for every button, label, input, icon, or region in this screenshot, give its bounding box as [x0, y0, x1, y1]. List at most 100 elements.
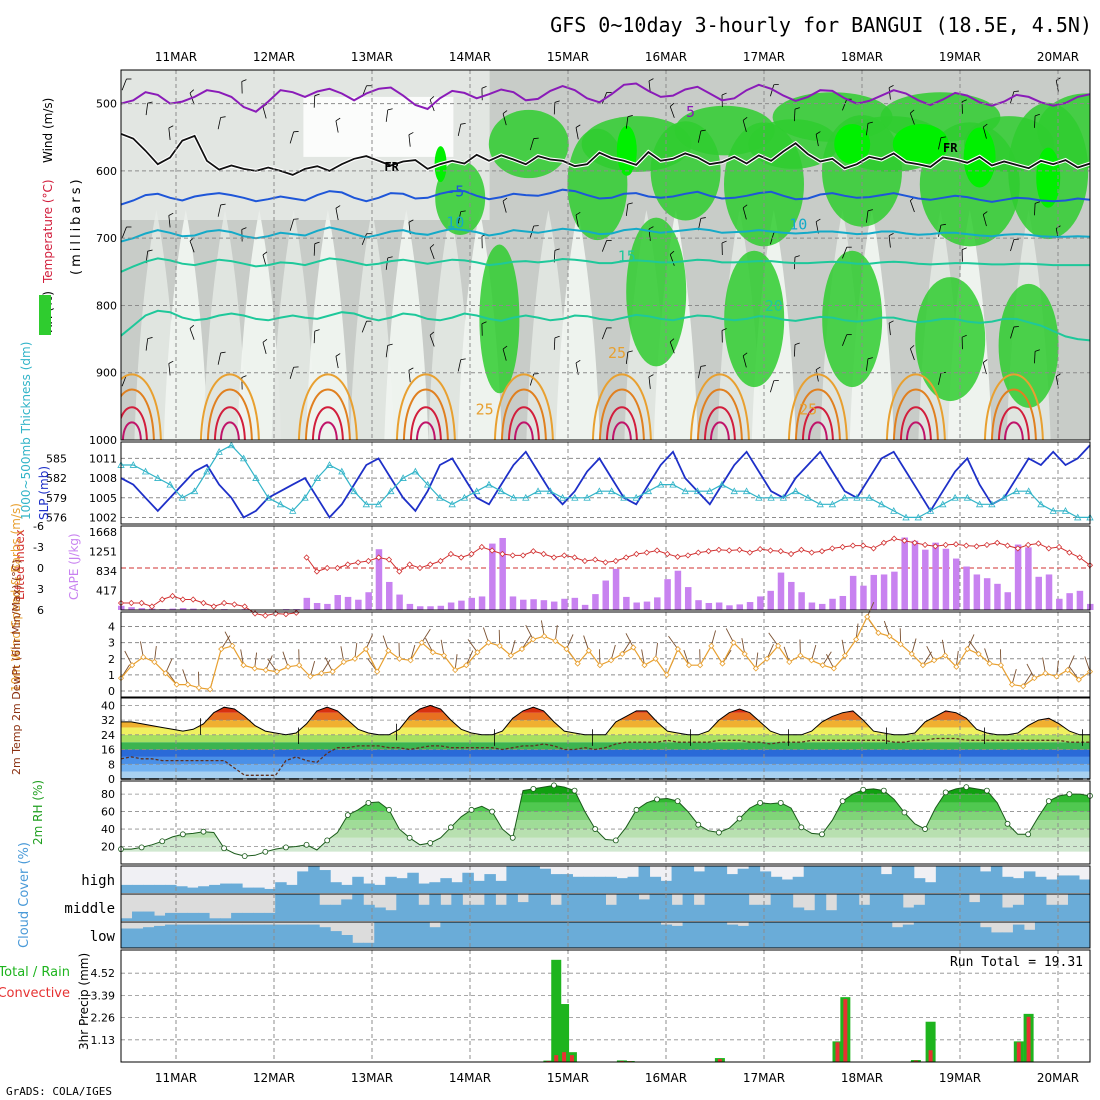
rh-marker-32 — [447, 824, 454, 831]
wind-barb-113 — [909, 348, 915, 361]
wind-barb-11-flag — [387, 108, 393, 111]
wind-marker-11 — [240, 662, 247, 669]
wind-marker-41 — [574, 660, 581, 667]
wind10-barb-60 — [783, 646, 790, 663]
ytick-p-800: 800 — [96, 299, 117, 312]
li-marker-24 — [365, 557, 372, 565]
cloud-middle-40 — [561, 894, 573, 921]
li-marker-29 — [416, 564, 424, 572]
thickness-marker-70 — [975, 500, 984, 508]
warm-contour-2-3 — [317, 421, 338, 440]
wind10-barb-27 — [421, 628, 431, 643]
wind-marker-42 — [585, 647, 592, 654]
cloud-low-53 — [704, 922, 717, 948]
thickness-marker-21 — [374, 500, 383, 508]
wind10-barb-2 — [139, 641, 144, 658]
wind10-barb-62 — [811, 644, 817, 661]
cloud-low-6 — [187, 924, 199, 948]
label-precip-conv: Convective — [0, 986, 70, 1001]
wind-barb-66-flag — [742, 204, 748, 209]
cape-bar-64 — [777, 572, 785, 610]
rh-dry-column-2 — [203, 210, 247, 440]
thickness-marker-76 — [1049, 507, 1057, 514]
date-top-1: 12MAR — [253, 50, 295, 64]
cloud-low-82 — [1023, 929, 1036, 948]
isotherm-0 — [121, 133, 1090, 176]
cloud-high-27 — [418, 883, 430, 893]
contour-label-6: 15 — [618, 248, 636, 266]
wind-barb-53-flag — [429, 244, 435, 249]
cape-bar-51 — [643, 601, 651, 610]
wind-barb-94 — [457, 359, 462, 372]
wind-marker-81 — [1020, 683, 1027, 690]
label-wind: Wind (m/s) — [41, 98, 55, 163]
warm-contour-5-2 — [605, 406, 638, 440]
rh-marker-28 — [406, 834, 413, 841]
cloud-middle-34 — [495, 904, 507, 921]
cape-bar-65 — [788, 581, 795, 610]
wind10-barb-77 — [968, 640, 979, 655]
wind-marker-20 — [340, 658, 347, 666]
wind-barb-112 — [888, 323, 891, 336]
cloud-middle-5 — [176, 912, 188, 921]
cloud-low-81 — [1012, 924, 1025, 948]
wind-barb-71-flag — [867, 209, 873, 212]
li-marker-25 — [375, 554, 382, 561]
wind-barb-60 — [601, 240, 608, 252]
wind10-barb-15 — [282, 651, 289, 667]
cloud-middle-10 — [231, 912, 243, 921]
wind10-barb-72 — [922, 651, 932, 666]
warm-contour-7-1 — [794, 388, 841, 440]
thickness-marker-10 — [239, 454, 248, 462]
cloud-high-73 — [924, 882, 937, 893]
wind-marker-63 — [819, 662, 826, 669]
wind10-barb-44 — [610, 644, 616, 661]
warm-contour-6-1 — [696, 388, 743, 440]
cloud-high-47 — [638, 866, 651, 893]
thickness-marker-62 — [877, 500, 886, 508]
cloud-low-3 — [154, 925, 166, 948]
thickness-marker-78 — [1074, 513, 1082, 521]
wind-barb-103-flag — [669, 338, 675, 343]
cloud-high-10 — [231, 883, 243, 893]
li-marker-53 — [664, 550, 671, 558]
wind-barb-71 — [866, 210, 869, 223]
ytick-p-900: 900 — [96, 367, 117, 380]
rh-marker-34 — [468, 806, 475, 813]
wind-barb-65-flag — [721, 240, 727, 244]
thickness-marker-16 — [313, 474, 321, 481]
wind-barb-86-flag — [262, 339, 268, 343]
li-marker-28 — [406, 561, 413, 568]
wind-marker-33 — [485, 639, 492, 646]
cloud-middle-74 — [935, 894, 948, 921]
cape-bar-19 — [313, 602, 321, 610]
li-marker-67 — [808, 549, 815, 556]
li-marker-36 — [489, 547, 496, 554]
rh-dry-column-4 — [271, 210, 316, 440]
cloud-low-46 — [627, 922, 640, 948]
cape-bar-35 — [478, 596, 486, 610]
wind-barb-31-flag — [867, 121, 873, 124]
rh-marker-76 — [901, 809, 908, 816]
warm-contour-1-1 — [206, 388, 253, 440]
cape-bar-71 — [849, 575, 857, 610]
cloud-middle-20 — [341, 899, 353, 921]
cloud-low-60 — [781, 922, 794, 948]
thickness-marker-35 — [546, 487, 554, 495]
thickness-marker-22 — [387, 487, 395, 495]
li-marker-74 — [880, 539, 887, 546]
wind-marker-25 — [396, 655, 403, 662]
cape-bar-27 — [396, 594, 403, 610]
wind10-barb-45 — [621, 640, 632, 655]
warm-contour-3-1 — [402, 388, 449, 440]
wind-barb-92-flag — [408, 367, 414, 371]
cloud-high-24 — [385, 876, 397, 893]
warm-contour-3-0 — [395, 373, 456, 440]
rh-dry-column-3 — [237, 210, 282, 440]
ytick-wind-3: 3 — [108, 637, 115, 650]
wind10-barb-80 — [1011, 669, 1017, 685]
wind10-barb-73 — [926, 645, 935, 661]
wind10-barb-18 — [321, 659, 331, 674]
contour-label-2: FR — [943, 141, 958, 155]
rh-band-5 — [121, 794, 1090, 803]
